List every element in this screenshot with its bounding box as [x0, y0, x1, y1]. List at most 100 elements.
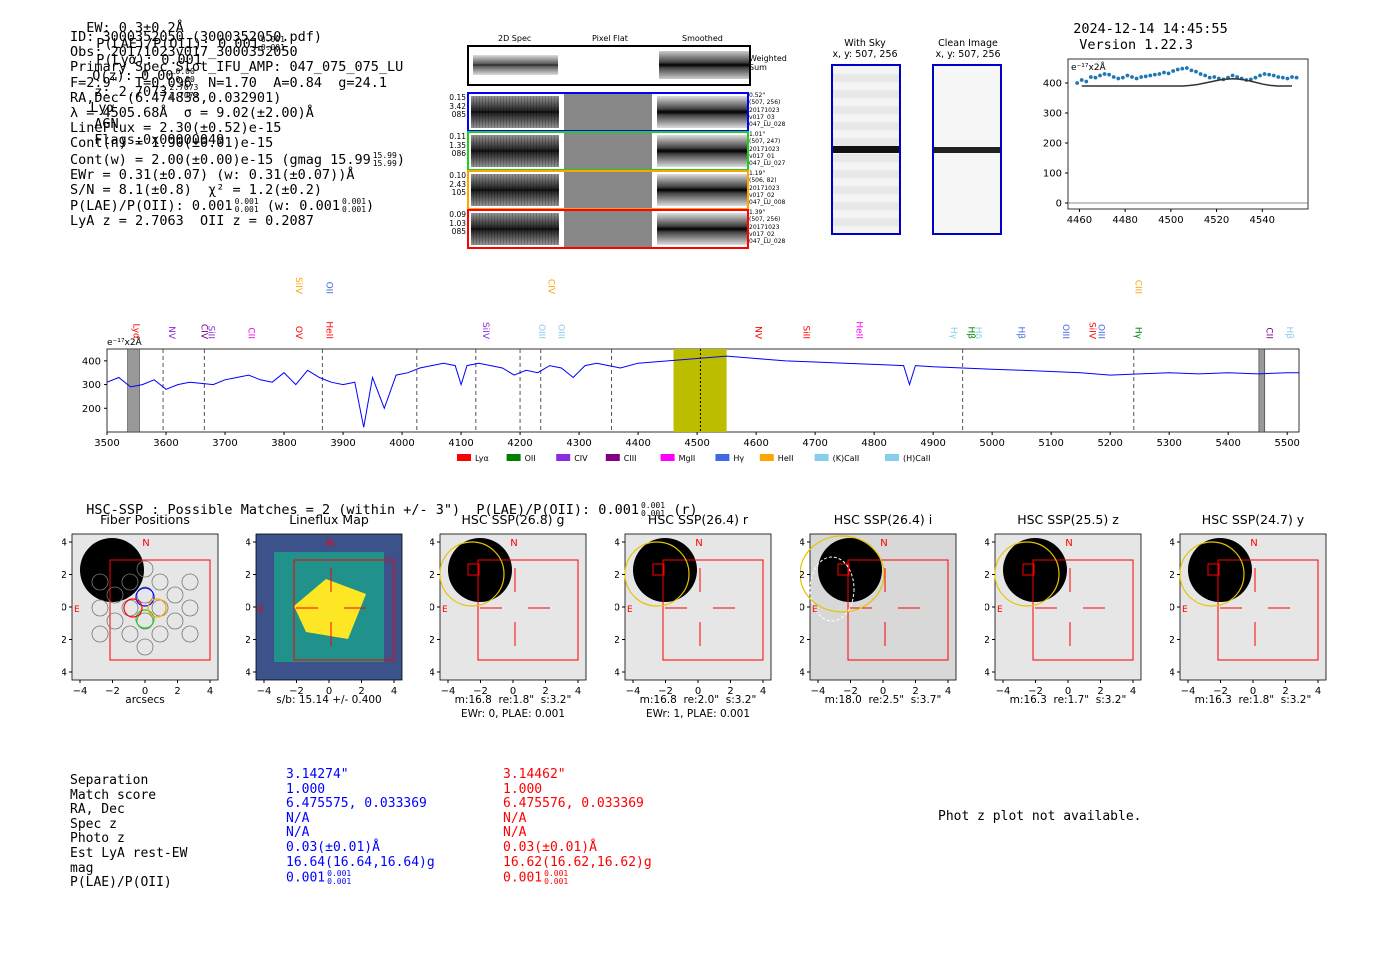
hsc-xtick: 2 — [542, 686, 548, 697]
zoom-fit-line — [1081, 78, 1292, 87]
match-ellipse — [800, 535, 885, 613]
spectrum-line — [106, 355, 1299, 428]
spectral-line-label: OIII — [536, 324, 546, 339]
zoom-ylabel: e⁻¹⁷x2Å — [1071, 61, 1107, 73]
hsc-xtick: −4 — [441, 686, 456, 697]
zoom-point — [1262, 72, 1267, 76]
zoom-point — [1125, 73, 1130, 78]
zoom-point — [1143, 74, 1148, 79]
hsc-xtick: 4 — [1130, 686, 1136, 697]
clean-coord: x, y: 507, 256 — [935, 49, 1001, 60]
zoom-point — [1230, 73, 1235, 78]
with-sky-coord: x, y: 507, 256 — [832, 49, 898, 60]
source-box — [467, 563, 480, 576]
zoom-xtick: 4500 — [1158, 215, 1183, 226]
hsc-xtick: 4 — [575, 686, 581, 697]
spectral-line-label: SiII — [205, 325, 215, 339]
hsc-ytick: 4 — [800, 538, 805, 549]
legend-label: MgII — [679, 454, 696, 463]
with-sky-title: With Sky — [844, 38, 886, 49]
aperture-box — [1217, 559, 1319, 661]
zoom-point — [1294, 75, 1299, 80]
qz-frac: 0.00 0.00 — [175, 67, 195, 84]
plae-frac: 0.001 0.001 — [260, 35, 285, 52]
masked-region — [127, 348, 140, 433]
info-lyaz: LyA z = 2.7063 OII z = 0.2087 — [70, 213, 314, 230]
info-ewr: EWr = 0.31(±0.07) (w: 0.31(±0.07))Å — [70, 166, 355, 183]
legend-label: OII — [525, 454, 536, 463]
hsc-caption-2: EWr: 1, PLAE: 0.001 — [645, 708, 751, 720]
hsc-cutout-image: N E −4 −2 0 2 4 4 2 0 −2 −4 — [615, 533, 772, 697]
hsc-cutout-image: N E −4 −2 0 2 4 4 2 0 −2 −4 — [800, 533, 957, 697]
hsc-xtick: 2 — [174, 686, 180, 697]
line-id: Lyα — [90, 100, 115, 116]
spectrum-xtick: 5300 — [1156, 438, 1181, 449]
spectral-line-label: CIII — [1133, 280, 1143, 294]
legend-label: (H)CaII — [903, 454, 930, 463]
info-plae: P(LAE)/P(OII): 0.001 0.001 0.001 (w: 0.001… — [70, 197, 375, 215]
hsc-panel-title: HSC SSP(26.8) g — [461, 512, 565, 527]
hsc-ytick: 4 — [246, 538, 251, 549]
zoom-point — [1207, 75, 1212, 80]
fiber-row-strip — [467, 131, 749, 171]
spectral-line-label: Lyα — [131, 324, 141, 340]
zoom-point — [1148, 73, 1153, 78]
hsc-xtick: 4 — [391, 686, 397, 697]
zoom-point — [1088, 75, 1093, 79]
spectral-line-label: NV — [753, 326, 763, 340]
line-zoom-plot: e⁻¹⁷x2Å 4460 4480 4500 4520 4540 0 100 200 300 400 — [1043, 58, 1309, 226]
hsc-xtick: −4 — [811, 686, 826, 697]
photz-note: Phot z plot not available. — [938, 809, 1142, 824]
legend-label: Lyα — [475, 454, 489, 463]
zoom-point — [1075, 81, 1080, 85]
zoom-point — [1111, 75, 1116, 79]
zoom-xtick: 4520 — [1204, 215, 1229, 226]
spectral-line-label: Hδ — [973, 327, 983, 340]
spectral-line-label: CII — [246, 327, 256, 339]
legend-label: (K)CaII — [833, 454, 860, 463]
spectral-line-label: SiII — [800, 325, 810, 339]
info-id: ID: 3000352050 (3000352050.pdf) — [70, 29, 322, 45]
hsc-xtick: 2 — [1097, 686, 1103, 697]
spectral-line-label: OIII — [1060, 324, 1070, 339]
hsc-xtick: 4 — [945, 686, 951, 697]
zoom-point — [1285, 76, 1290, 81]
spectral-line-label: Hγ — [1133, 327, 1143, 340]
source-box — [652, 563, 665, 576]
legend-swatch — [457, 454, 471, 461]
info-primary: Primary Spec_Slot_IFU_AMP: 047_075_075_L… — [70, 59, 404, 76]
legend-swatch — [506, 454, 521, 461]
spectrum-xtick: 5200 — [1097, 438, 1122, 449]
spectrum-ytick: 300 — [82, 380, 101, 391]
spectral-line-label: SiIV — [293, 277, 303, 295]
hsc-panel-title: HSC SSP(26.4) r — [647, 512, 749, 527]
col-label-pixelflat: Pixel Flat — [592, 34, 628, 43]
table-cell-blue: 1.000 — [286, 781, 326, 797]
zoom-ytick: 100 — [1043, 169, 1062, 180]
fiber-row-right-labels: 1.39" (507, 256) 20171023 v017_02 047_LU_028 — [749, 209, 786, 246]
clean-title: Clean Image — [938, 38, 998, 49]
east-label: E — [997, 605, 1003, 615]
info-lineflux: LineFlux = 2.30(±0.52)e-15 — [70, 120, 282, 137]
zoom-point — [1276, 75, 1281, 79]
hsc-xtick: 0 — [326, 686, 332, 697]
table-cell-red: 6.475576, 0.033369 — [503, 796, 644, 812]
hsc-caption-1: arcsecs — [125, 694, 165, 706]
hsc-xtick: 2 — [1282, 686, 1288, 697]
table-cell-blue: N/A — [286, 810, 310, 826]
zoom-point — [1079, 78, 1084, 82]
hsc-xtick: −2 — [289, 686, 304, 697]
spectrum-xtick: 5500 — [1274, 438, 1299, 449]
info-fit: F=2.9" T=0.096 N=1.70 A=0.84 g=24.1 — [70, 74, 387, 91]
spectral-line-label: SiIV — [480, 322, 490, 340]
spectrum-xtick: 3800 — [271, 438, 296, 449]
zoom-ytick: 400 — [1043, 79, 1062, 90]
zoom-point — [1171, 69, 1176, 73]
hsc-ytick: −2 — [62, 635, 67, 646]
fiber-circle — [123, 598, 143, 618]
bright-star — [1003, 538, 1067, 602]
legend-swatch — [660, 454, 675, 461]
hsc-xtick: −2 — [473, 686, 488, 697]
table-cell-blue: N/A — [286, 825, 310, 841]
spectral-line-label: Hγ — [948, 327, 958, 340]
